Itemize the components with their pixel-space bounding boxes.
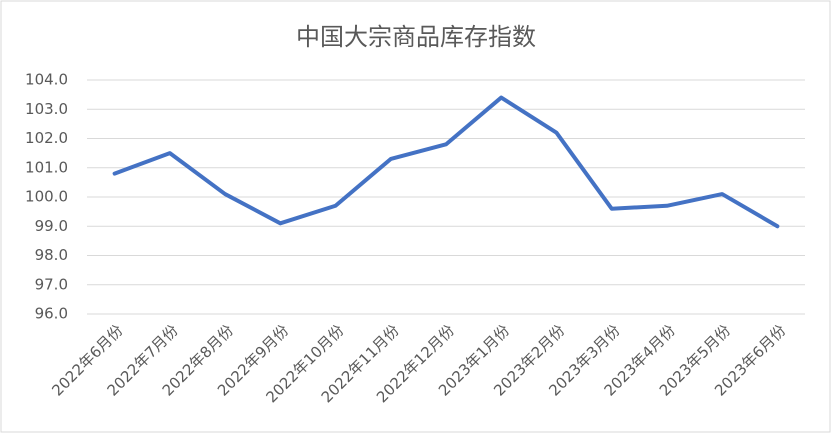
y-tick-label: 104.0 [25,71,68,89]
y-tick-label: 101.0 [25,158,68,176]
y-tick-label: 97.0 [35,275,68,293]
y-tick-label: 96.0 [35,305,68,323]
data-line [112,95,780,229]
y-tick-label: 103.0 [25,100,68,118]
chart-title: 中国大宗商品库存指数 [296,23,536,51]
y-tick-label: 100.0 [25,188,68,206]
y-tick-label: 99.0 [35,217,68,235]
y-tick-label: 102.0 [25,129,68,147]
y-tick-label: 98.0 [35,246,68,264]
